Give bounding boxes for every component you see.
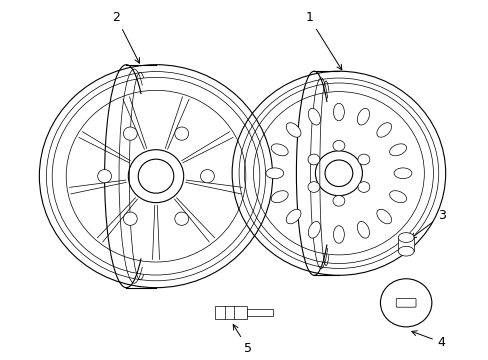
Ellipse shape <box>357 221 369 238</box>
Ellipse shape <box>307 154 319 165</box>
Ellipse shape <box>200 170 214 183</box>
FancyBboxPatch shape <box>397 238 413 251</box>
Bar <box>215 306 246 319</box>
Ellipse shape <box>123 127 137 140</box>
Text: 3: 3 <box>410 209 445 238</box>
Ellipse shape <box>397 233 413 242</box>
Ellipse shape <box>389 191 406 203</box>
Ellipse shape <box>332 140 344 151</box>
Ellipse shape <box>397 246 413 256</box>
Ellipse shape <box>285 209 301 224</box>
Ellipse shape <box>333 226 344 243</box>
FancyBboxPatch shape <box>395 298 415 307</box>
Ellipse shape <box>376 123 391 137</box>
Text: 1: 1 <box>305 11 341 70</box>
Ellipse shape <box>98 170 111 183</box>
Ellipse shape <box>308 108 320 125</box>
Ellipse shape <box>174 127 188 140</box>
Ellipse shape <box>376 209 391 224</box>
Ellipse shape <box>393 168 411 179</box>
Text: 4: 4 <box>411 331 445 349</box>
Ellipse shape <box>265 168 283 179</box>
Ellipse shape <box>123 212 137 225</box>
Ellipse shape <box>357 182 369 192</box>
Ellipse shape <box>174 212 188 225</box>
Text: 5: 5 <box>233 325 251 355</box>
Ellipse shape <box>389 144 406 156</box>
Ellipse shape <box>285 123 301 137</box>
Ellipse shape <box>271 191 287 203</box>
Ellipse shape <box>357 108 369 125</box>
Ellipse shape <box>357 154 369 165</box>
Ellipse shape <box>332 195 344 206</box>
Ellipse shape <box>333 103 344 121</box>
Ellipse shape <box>307 182 319 192</box>
Ellipse shape <box>308 221 320 238</box>
Ellipse shape <box>380 279 431 327</box>
Bar <box>246 309 272 316</box>
Text: 2: 2 <box>112 11 139 63</box>
Ellipse shape <box>271 144 287 156</box>
